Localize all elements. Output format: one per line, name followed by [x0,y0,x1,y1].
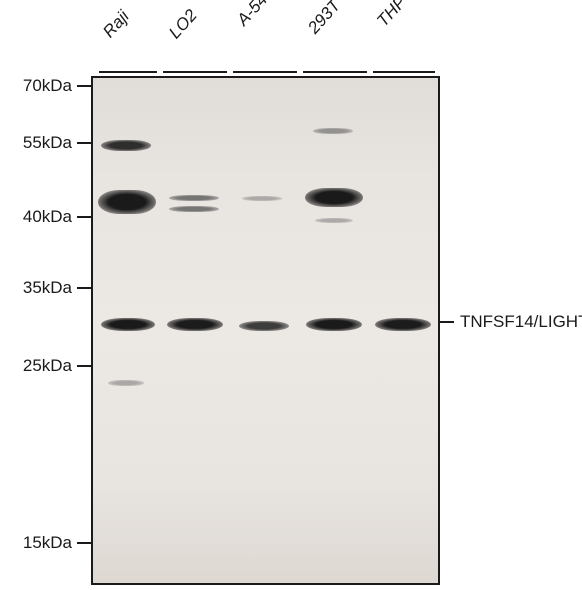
target-tick [440,321,454,323]
lane-underline-4 [373,71,435,73]
band-9 [313,128,353,134]
lane-underline-1 [163,71,227,73]
mw-label-5: 15kDa [23,533,72,553]
band-5 [169,206,219,212]
band-10 [305,188,363,207]
blot-frame [91,76,440,585]
lane-underline-3 [303,71,367,73]
band-0 [101,140,151,151]
mw-label-3: 35kDa [23,278,72,298]
lane-underline-2 [233,71,297,73]
lane-label-1: LO2 [165,6,201,43]
mw-label-4: 25kDa [23,356,72,376]
mw-tick-1 [77,142,91,144]
band-2 [101,318,155,331]
mw-label-2: 40kDa [23,207,72,227]
lane-label-4: THP-1 [373,0,421,31]
lane-label-2: A-549 [233,0,278,30]
lane-label-0: Raji [99,7,133,42]
band-13 [375,318,431,331]
band-12 [306,318,362,331]
lane-underline-0 [99,71,157,73]
mw-label-1: 55kDa [23,133,72,153]
mw-tick-0 [77,85,91,87]
band-4 [169,195,219,201]
band-1 [98,190,156,214]
target-label: TNFSF14/LIGHT [460,312,582,332]
band-3 [108,380,144,386]
band-7 [242,196,282,201]
band-11 [315,218,353,223]
mw-tick-4 [77,365,91,367]
band-6 [167,318,223,331]
band-8 [239,321,289,331]
mw-label-0: 70kDa [23,76,72,96]
lane-label-3: 293T [304,0,345,38]
mw-tick-3 [77,287,91,289]
mw-tick-2 [77,216,91,218]
mw-tick-5 [77,542,91,544]
